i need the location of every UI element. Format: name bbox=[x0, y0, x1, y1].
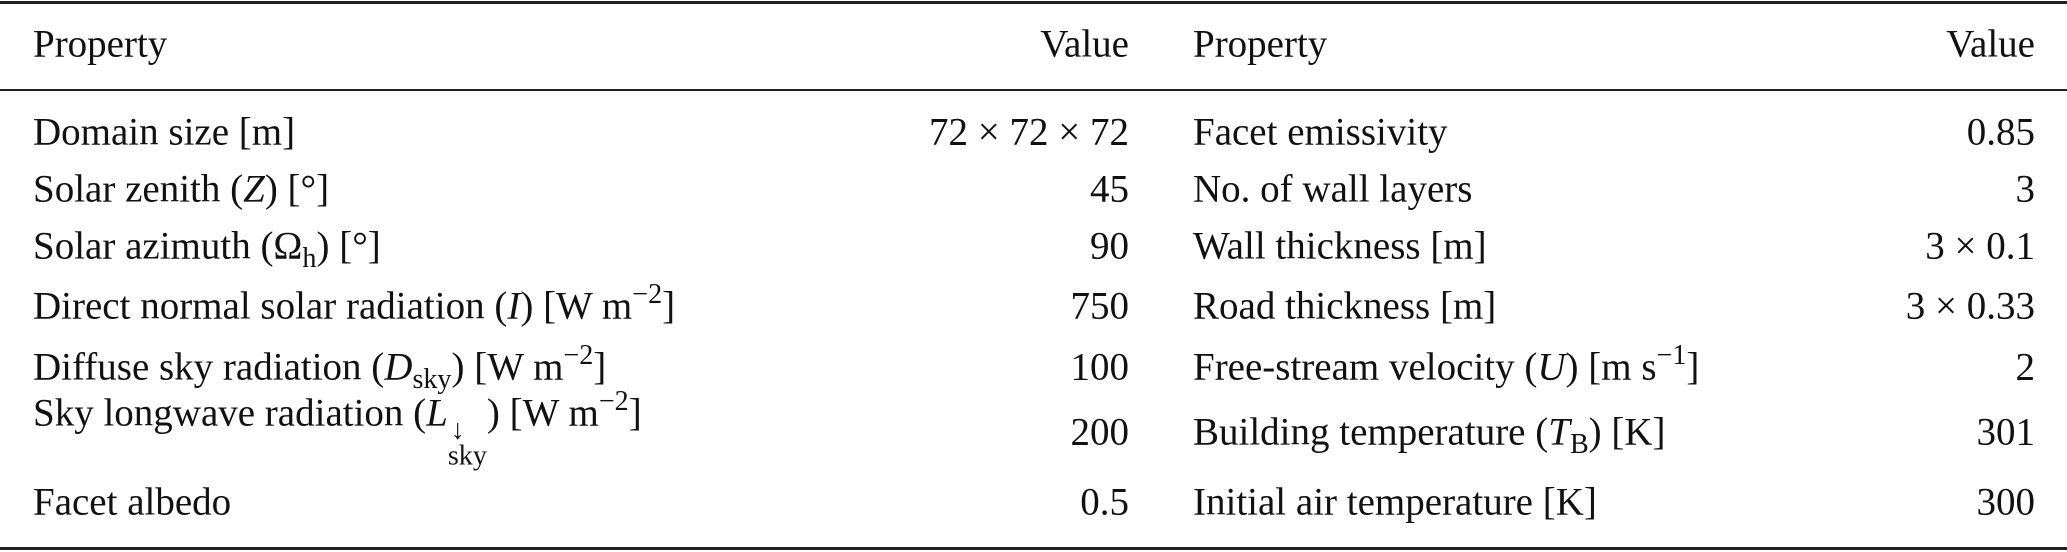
label-text: ) [W m bbox=[520, 284, 633, 328]
label-text: Solar zenith ( bbox=[33, 167, 244, 211]
label-text: Facet albedo bbox=[33, 480, 232, 524]
subscript: sky bbox=[412, 363, 452, 395]
header-rule bbox=[0, 89, 2067, 91]
label-text: Solar azimuth (Ω bbox=[33, 224, 303, 268]
label-text: ) [°] bbox=[316, 224, 381, 268]
label-text: Direct normal solar radiation ( bbox=[33, 284, 508, 328]
property-value: 72 × 72 × 72 bbox=[929, 110, 1129, 154]
property-label: Diffuse sky radiation (Dsky) [W m−2] bbox=[33, 342, 607, 394]
label-text: Initial air temperature [K] bbox=[1193, 480, 1597, 524]
sup-sub: ↓ sky bbox=[447, 414, 487, 472]
property-value: 100 bbox=[1070, 345, 1130, 389]
property-label: No. of wall layers bbox=[1193, 170, 1472, 209]
label-text: ] bbox=[1686, 345, 1700, 389]
label-text: Sky longwave radiation ( bbox=[33, 391, 427, 435]
property-value: 200 bbox=[1070, 410, 1130, 454]
property-value: 300 bbox=[1976, 480, 2036, 524]
label-text: ) [°] bbox=[264, 167, 330, 211]
property-label: Solar azimuth (Ωh) [°] bbox=[33, 224, 381, 273]
label-text: Domain size [m] bbox=[33, 110, 296, 154]
property-label: Solar zenith (Z) [°] bbox=[33, 170, 329, 209]
label-text: Free-stream velocity ( bbox=[1193, 345, 1538, 389]
label-text: Building temperature ( bbox=[1193, 410, 1549, 454]
math-variable: D bbox=[384, 345, 413, 389]
superscript: −2 bbox=[563, 340, 594, 372]
label-text: ) [K] bbox=[1588, 410, 1666, 454]
math-variable: U bbox=[1537, 345, 1566, 389]
subscript: B bbox=[1569, 428, 1589, 460]
label-text: No. of wall layers bbox=[1193, 167, 1473, 211]
property-value: 0.85 bbox=[1966, 110, 2035, 154]
label-text: Facet emissivity bbox=[1193, 110, 1448, 154]
label-text: ) [m s bbox=[1565, 345, 1657, 389]
label-text: ] bbox=[628, 391, 642, 435]
superscript: −1 bbox=[1656, 340, 1687, 372]
property-label: Direct normal solar radiation (I) [W m−2… bbox=[33, 281, 676, 328]
property-label: Facet albedo bbox=[33, 483, 231, 522]
property-label: Sky longwave radiation (L ↓ sky) [W m−2] bbox=[33, 388, 642, 472]
property-value: 750 bbox=[1070, 284, 1130, 328]
label-text: Road thickness [m] bbox=[1193, 284, 1497, 328]
superscript: ↓ bbox=[450, 414, 465, 446]
math-variable: L bbox=[426, 391, 448, 435]
label-text: ] bbox=[662, 284, 676, 328]
math-variable: I bbox=[507, 284, 521, 328]
property-label: Road thickness [m] bbox=[1193, 287, 1496, 326]
property-label: Building temperature (TB) [K] bbox=[1193, 410, 1666, 459]
property-label: Facet emissivity bbox=[1193, 113, 1448, 152]
subscript: h bbox=[302, 242, 317, 274]
header-property-1: Property bbox=[33, 22, 168, 66]
header-value-2: Value bbox=[1946, 22, 2035, 66]
math-variable: Z bbox=[243, 167, 265, 211]
header-value-1: Value bbox=[1040, 22, 1129, 66]
math-variable: T bbox=[1548, 410, 1570, 454]
bottom-rule bbox=[0, 547, 2067, 550]
label-text: Wall thickness [m] bbox=[1193, 224, 1487, 268]
superscript: −2 bbox=[632, 279, 663, 311]
property-value: 301 bbox=[1976, 410, 2036, 454]
property-label: Wall thickness [m] bbox=[1193, 227, 1487, 266]
property-value: 3 × 0.1 bbox=[1925, 224, 2035, 268]
property-value: 90 bbox=[1090, 224, 1129, 268]
property-value: 2 bbox=[2015, 345, 2036, 389]
property-label: Initial air temperature [K] bbox=[1193, 483, 1597, 522]
property-value: 0.5 bbox=[1080, 480, 1129, 524]
property-value: 3 bbox=[2015, 167, 2036, 211]
label-text: Diffuse sky radiation ( bbox=[33, 345, 385, 389]
subscript: sky bbox=[447, 440, 487, 472]
label-text: ) [W m bbox=[451, 345, 564, 389]
label-text: ] bbox=[593, 345, 607, 389]
superscript: −2 bbox=[598, 386, 629, 418]
property-label: Free-stream velocity (U) [m s−1] bbox=[1193, 342, 1700, 389]
property-value: 3 × 0.33 bbox=[1905, 284, 2035, 328]
label-text: ) [W m bbox=[486, 391, 599, 435]
header-property-2: Property bbox=[1193, 22, 1328, 66]
top-rule bbox=[0, 1, 2067, 4]
property-label: Domain size [m] bbox=[33, 113, 295, 152]
property-value: 45 bbox=[1090, 167, 1129, 211]
